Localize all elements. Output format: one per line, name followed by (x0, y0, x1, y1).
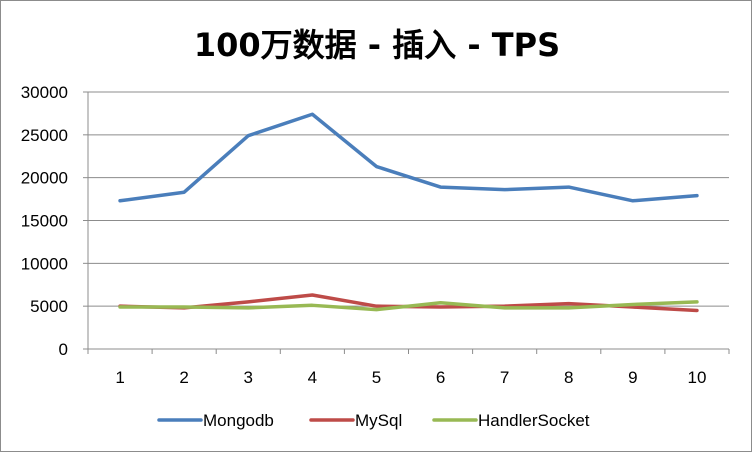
x-tick-label: 5 (372, 368, 381, 387)
series-line-handlersocket (118, 300, 699, 312)
x-tick-label: 4 (308, 368, 317, 387)
legend-item: MySql (309, 411, 402, 430)
x-tick-label: 10 (687, 368, 706, 387)
axes: 0 5000 10000 15000 20000 25000 30000 1 2 3 4 5 6 7 8 9 1… (21, 83, 730, 387)
legend: Mongodb MySql HandlerSocket (157, 411, 590, 430)
y-tick-label: 15000 (21, 212, 68, 231)
legend-label: MySql (355, 411, 402, 430)
x-tick-label: 8 (564, 368, 573, 387)
y-tick-label: 20000 (21, 169, 68, 188)
y-tick-label: 25000 (21, 126, 68, 145)
series-line-mongodb (118, 112, 699, 203)
legend-item: HandlerSocket (432, 411, 590, 430)
y-tick-label: 30000 (21, 83, 68, 102)
legend-label: Mongodb (203, 411, 274, 430)
y-tick-label: 10000 (21, 254, 68, 273)
chart-title: 100万数据 - 插入 - TPS (194, 26, 560, 64)
x-tick-label: 2 (179, 368, 188, 387)
y-tick-label: 0 (59, 340, 68, 359)
series-lines (118, 112, 699, 313)
x-tick-label: 3 (244, 368, 253, 387)
x-tick-label: 1 (115, 368, 124, 387)
x-tick-label: 9 (628, 368, 637, 387)
x-tick-label: 7 (500, 368, 509, 387)
x-tick-label: 6 (436, 368, 445, 387)
legend-label: HandlerSocket (478, 411, 590, 430)
legend-item: Mongodb (157, 411, 274, 430)
y-tick-label: 5000 (30, 297, 68, 316)
